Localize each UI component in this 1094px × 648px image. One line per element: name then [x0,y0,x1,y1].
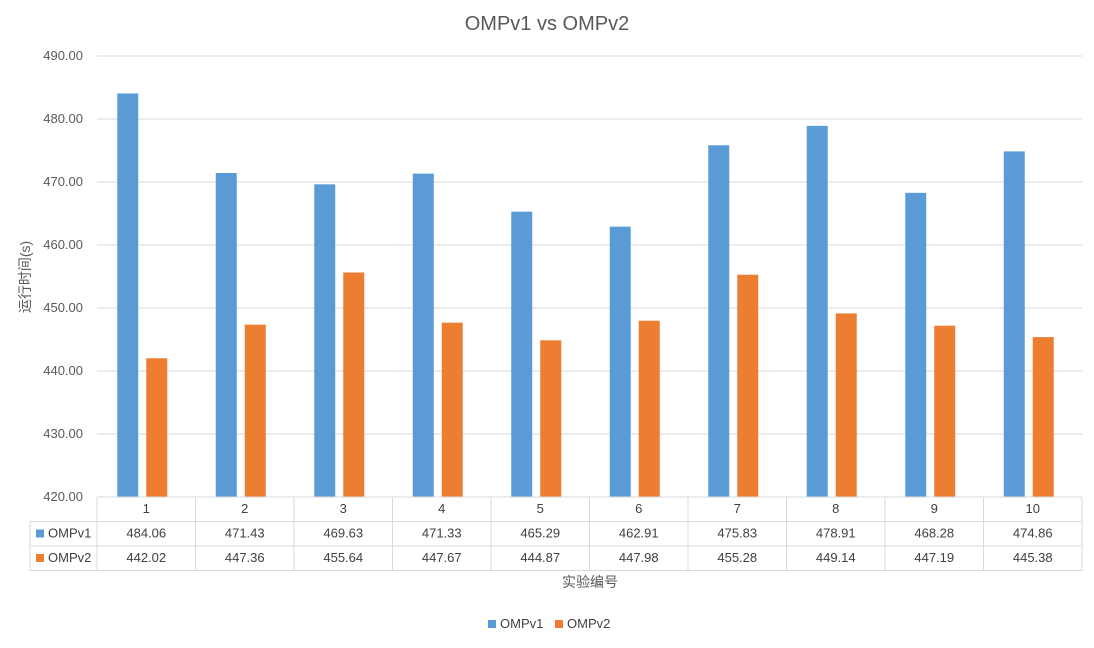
chart-title: OMPv1 vs OMPv2 [465,13,629,35]
y-tick-label: 470.00 [43,174,83,189]
legend-label: OMPv1 [500,616,543,631]
legend-key-ompv1 [488,620,496,628]
bar-ompv1-6 [609,226,631,498]
table-series-name: OMPv1 [48,526,91,541]
category-label: 8 [832,501,839,516]
bar-ompv2-5 [540,340,562,497]
bar-ompv1-4 [412,173,434,497]
category-label: 7 [734,501,741,516]
data-table: 1 2 3 4 5 6 7 8 9 10 OMPv1 484.06 471.43 469.63 471.33… [29,496,1083,571]
y-axis-label: 运行时间(s) [17,241,33,313]
data-label: 447.98 [619,550,659,565]
data-label: 468.28 [914,526,954,541]
bar-ompv1-10 [1003,151,1025,497]
data-label: 475.83 [717,526,757,541]
data-label: 447.67 [422,550,462,565]
bar-ompv2-6 [638,320,660,497]
category-label: 3 [340,501,347,516]
x-axis-label: 实验编号 [562,574,618,590]
data-label: 444.87 [520,550,560,565]
y-tick-label: 420.00 [43,489,83,504]
y-tick-label: 440.00 [43,363,83,378]
data-label: 474.86 [1013,526,1053,541]
category-label: 10 [1026,501,1040,516]
table-series-name: OMPv2 [48,550,91,565]
bar-ompv2-7 [737,274,759,497]
y-axis-ticks: 420.00 430.00 440.00 450.00 460.00 470.00 480.… [43,48,83,504]
bar-ompv1-3 [314,184,336,497]
table-legend-key-ompv2 [36,554,44,562]
data-label: 442.02 [126,550,166,565]
data-label: 455.64 [323,550,363,565]
y-tick-label: 480.00 [43,111,83,126]
data-label: 449.14 [816,550,856,565]
data-label: 447.36 [225,550,265,565]
bars [117,93,1054,498]
data-label: 469.63 [323,526,363,541]
bar-ompv2-2 [244,324,266,497]
data-label: 471.33 [422,526,462,541]
data-label: 478.91 [816,526,856,541]
bar-ompv2-3 [343,272,365,497]
data-label: 462.91 [619,526,659,541]
data-label: 465.29 [520,526,560,541]
bar-ompv1-8 [806,125,828,497]
data-label: 447.19 [914,550,954,565]
y-tick-label: 450.00 [43,300,83,315]
bar-ompv2-9 [934,325,956,497]
table-legend-key-ompv1 [36,529,44,538]
category-label: 4 [438,501,445,516]
category-label: 5 [537,501,544,516]
y-tick-label: 430.00 [43,426,83,441]
y-tick-label: 460.00 [43,237,83,252]
bar-ompv2-4 [441,322,463,497]
bar-ompv2-1 [146,358,168,497]
bar-ompv1-2 [215,172,237,497]
legend: OMPv1 OMPv2 [488,616,610,631]
category-label: 2 [241,501,248,516]
data-label: 484.06 [126,526,166,541]
legend-label: OMPv2 [567,616,610,631]
bar-ompv1-1 [117,93,139,497]
category-label: 9 [931,501,938,516]
category-label: 6 [635,501,642,516]
bar-ompv2-8 [835,313,857,497]
bar-ompv1-9 [905,192,927,497]
bar-ompv1-7 [708,145,730,497]
bar-ompv1-5 [511,211,533,497]
y-tick-label: 490.00 [43,48,83,63]
data-label: 455.28 [717,550,757,565]
bar-ompv2-10 [1032,337,1054,497]
category-label: 1 [143,501,150,516]
legend-key-ompv2 [555,620,563,628]
data-label: 445.38 [1013,550,1053,565]
data-label: 471.43 [225,526,265,541]
